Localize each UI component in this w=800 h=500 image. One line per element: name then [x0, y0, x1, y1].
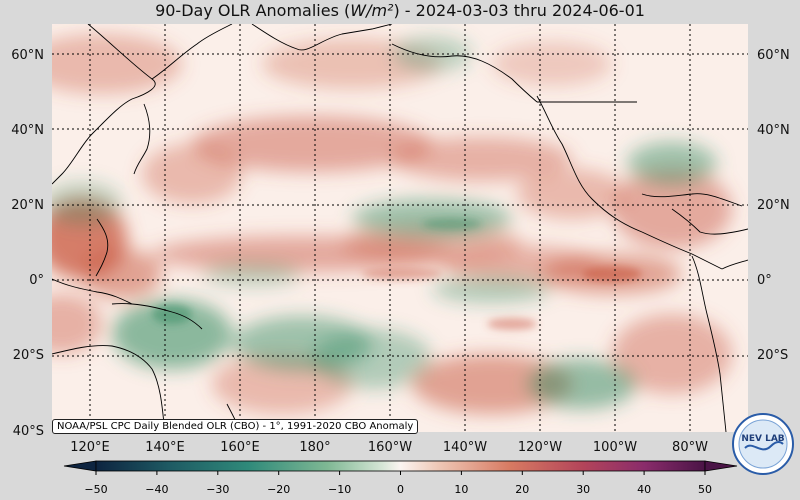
lat-label-60n-right: 60°N: [757, 48, 790, 63]
lon-label-160w: 160°W: [367, 440, 413, 455]
colorbar: −50 −40 −30 −20 −10 0 10 20 30 40 50: [63, 460, 738, 496]
lat-label-20n: 20°N: [11, 198, 44, 213]
positive-anomaly-region: [492, 42, 612, 86]
positive-anomaly-region: [192, 116, 432, 172]
lon-label-100w: 100°W: [592, 440, 638, 455]
nev-lab-logo: NEV LAB: [732, 413, 794, 475]
negative-anomaly-region: [352, 199, 512, 239]
negative-anomaly-region: [527, 359, 637, 409]
lon-label-120e: 120°E: [70, 440, 110, 455]
positive-anomaly-core: [362, 268, 442, 280]
negative-anomaly-region: [112, 299, 232, 369]
anomaly-field-fine: [152, 218, 642, 330]
colorbar-tick-label: 0: [397, 483, 404, 496]
colorbar-min-extend: [63, 460, 97, 472]
negative-anomaly-core: [152, 304, 192, 324]
lat-label-60n: 60°N: [11, 48, 44, 63]
lon-label-120w: 120°W: [517, 440, 563, 455]
positive-anomaly-region: [412, 354, 572, 414]
negative-anomaly-core: [422, 218, 482, 230]
lat-lon-grid: [52, 24, 748, 432]
positive-anomaly-region: [517, 169, 627, 219]
lon-label-180: 180°: [299, 440, 331, 455]
positive-anomaly-core: [487, 318, 537, 330]
negative-anomaly-region: [312, 329, 432, 389]
positive-anomaly-core: [582, 266, 642, 282]
colorbar-tick-label: 10: [454, 483, 468, 496]
lat-label-eq: 0°: [29, 273, 44, 288]
positive-anomaly-region: [142, 144, 242, 204]
positive-anomaly-region: [82, 249, 162, 299]
positive-anomaly-region: [52, 294, 102, 354]
data-source-credit: NOAA/PSL CPC Daily Blended OLR (CBO) - 1…: [52, 419, 419, 434]
lon-label-160e: 160°E: [220, 440, 260, 455]
map-title: 90-Day OLR Anomalies (W/m²) - 2024-03-03…: [155, 1, 645, 20]
colorbar-tick-label: 20: [515, 483, 529, 496]
positive-anomaly-region: [52, 34, 182, 94]
colorbar-gradient: [95, 460, 706, 472]
colorbar-tick-label: −40: [145, 483, 168, 496]
colorbar-max-extend: [704, 460, 738, 472]
lat-label-20n-right: 20°N: [757, 198, 790, 213]
coastlines: [52, 24, 748, 432]
negative-anomaly-region: [52, 182, 122, 226]
lon-label-140e: 140°E: [145, 440, 185, 455]
lat-label-eq-right: 0°: [757, 273, 772, 288]
colorbar-tick-label: 50: [698, 483, 712, 496]
positive-anomaly-region: [612, 314, 732, 394]
lat-label-20s-right: 20°S: [757, 348, 789, 363]
positive-anomaly-region: [392, 137, 572, 181]
colorbar-tick-label: 30: [576, 483, 590, 496]
svg-text:NEV LAB: NEV LAB: [741, 434, 784, 444]
lat-label-40n: 40°N: [11, 123, 44, 138]
lon-label-140w: 140°W: [442, 440, 488, 455]
negative-anomaly-region: [627, 142, 717, 186]
lat-label-40s: 40°S: [12, 424, 44, 439]
colorbar-tick-label: −20: [267, 483, 290, 496]
lon-label-80w: 80°W: [672, 440, 708, 455]
negative-anomaly-region: [432, 275, 552, 303]
anomaly-field: [52, 34, 732, 414]
lat-label-40n-right: 40°N: [757, 123, 790, 138]
lat-label-20s: 20°S: [12, 348, 44, 363]
colorbar-tick-label: 40: [637, 483, 651, 496]
negative-anomaly-region: [202, 262, 302, 286]
olr-anomaly-map[interactable]: [52, 24, 748, 432]
colorbar-tick-label: −10: [328, 483, 351, 496]
colorbar-tick-label: −50: [84, 483, 107, 496]
colorbar-tick-label: −30: [206, 483, 229, 496]
